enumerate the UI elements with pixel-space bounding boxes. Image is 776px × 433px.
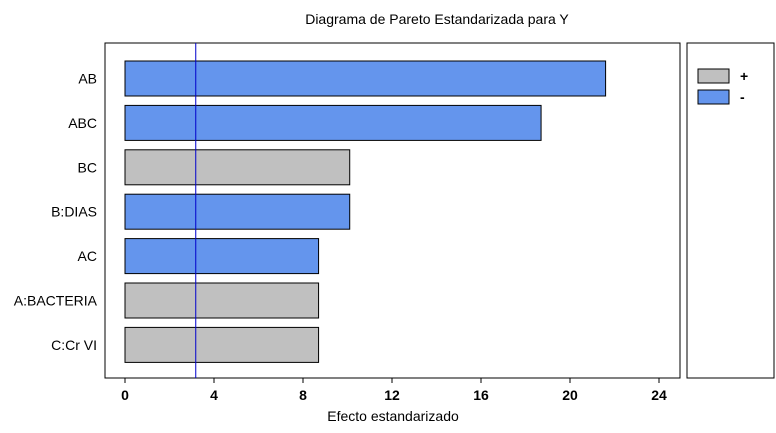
bars-group <box>124 60 607 363</box>
x-tick-label: 4 <box>210 387 218 403</box>
legend-swatch <box>697 89 730 105</box>
legend-swatch <box>697 68 730 84</box>
x-tick-label: 0 <box>121 387 129 403</box>
category-label: A:BACTERIA <box>14 293 98 309</box>
category-label: C:Cr VI <box>51 337 97 353</box>
category-label: AB <box>78 71 97 87</box>
bar-ab <box>124 60 607 97</box>
category-label: BC <box>78 159 97 175</box>
bar-bc <box>124 149 351 186</box>
x-tick-label: 16 <box>473 387 489 403</box>
category-label: AC <box>78 248 97 264</box>
bar-ac <box>124 238 320 275</box>
x-tick-label: 20 <box>562 387 578 403</box>
category-labels: AB ABC BC B:DIAS AC A:BACTERIA C:Cr VI <box>14 71 98 353</box>
bar-a-bacteria <box>124 282 320 319</box>
category-label: ABC <box>68 115 97 131</box>
legend-label: - <box>740 89 745 105</box>
category-label: B:DIAS <box>51 204 97 220</box>
bar-b-dias <box>124 193 351 230</box>
chart-title: Diagrama de Pareto Estandarizada para Y <box>305 11 569 27</box>
x-axis-label: Efecto estandarizado <box>327 408 459 424</box>
x-tick-label: 8 <box>299 387 307 403</box>
legend-label: + <box>740 68 748 84</box>
legend: +- <box>697 68 748 105</box>
bar-c-cr-vi <box>124 326 320 363</box>
x-tick-label: 24 <box>651 387 667 403</box>
bar-abc <box>124 104 542 141</box>
x-axis-ticks: 0 4 8 12 16 20 24 <box>121 378 667 403</box>
x-tick-label: 12 <box>384 387 400 403</box>
